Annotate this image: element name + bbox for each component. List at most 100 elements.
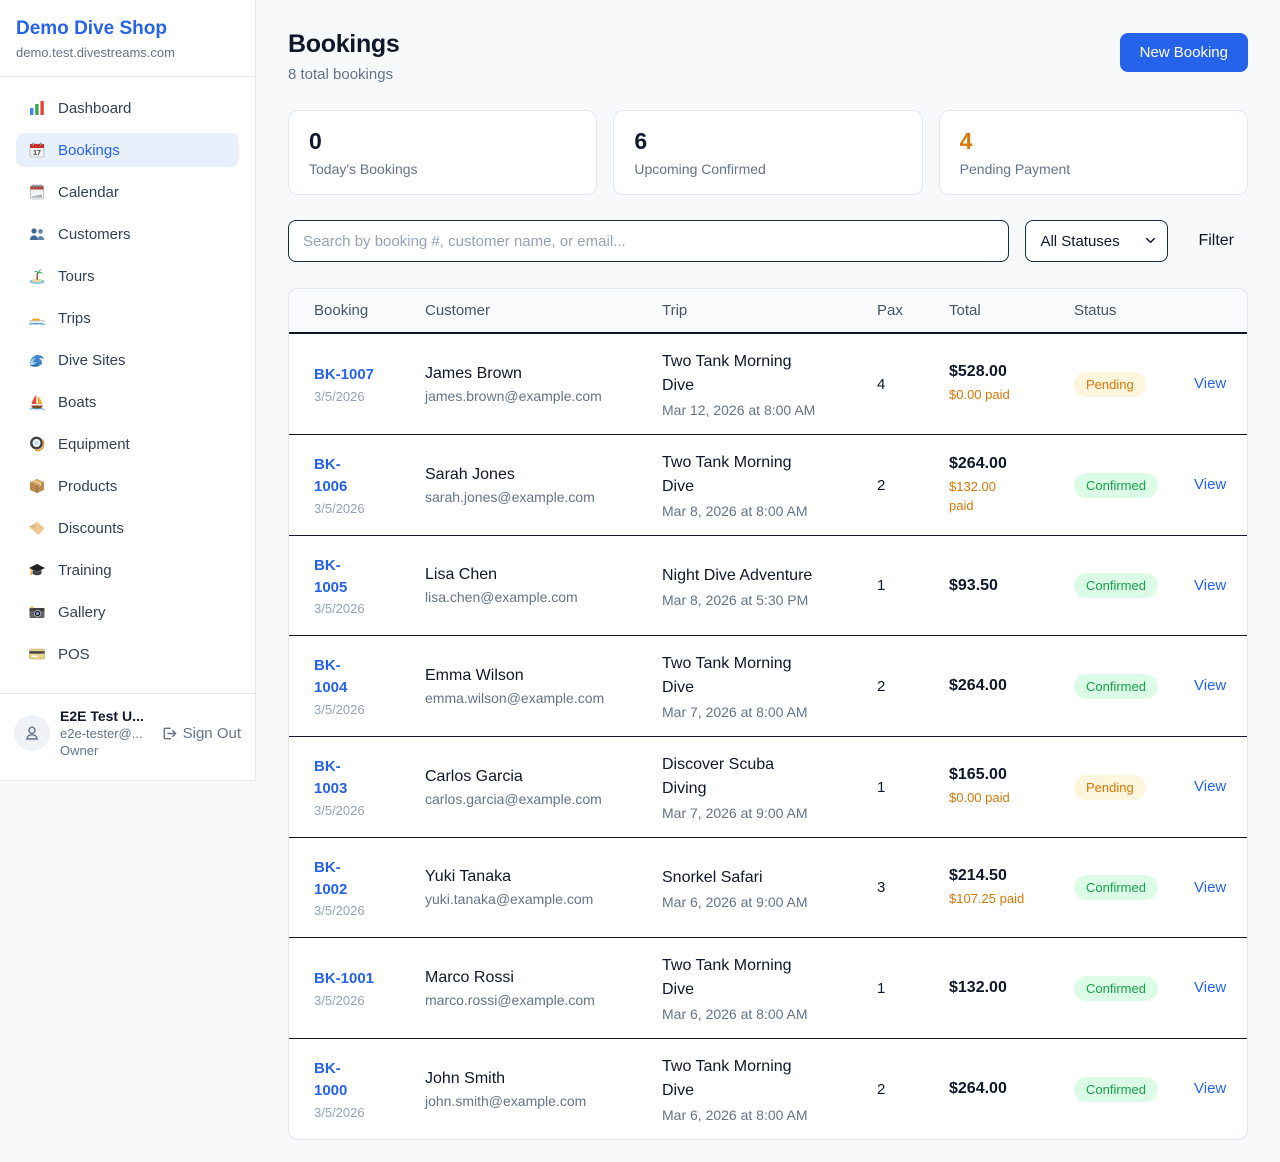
stat-value: 6 [634,128,648,154]
sidebar-item-calendar[interactable]: Calendar [16,175,239,209]
column-header-customer: Customer [425,302,491,319]
people-icon [28,225,46,243]
customer-email: lisa.chen@example.com [425,589,578,605]
sidebar-item-gallery[interactable]: Gallery [16,595,239,629]
table-row: BK-1001 3/5/2026 Marco Rossi marco.rossi@e… [289,938,1247,1039]
paid-amount: $132.00 paid [949,478,996,513]
view-link[interactable]: View [1194,677,1227,694]
status-badge: Confirmed [1074,573,1158,598]
sidebar-item-training[interactable]: Training [16,553,239,587]
new-booking-button[interactable]: New Booking [1119,33,1248,72]
paid-amount: $0.00 paid [949,387,1010,403]
sidebar-item-pos[interactable]: POS [16,637,239,671]
trip-datetime: Mar 6, 2026 at 8:00 AM [662,1107,808,1123]
booking-id-link[interactable]: BK- 1004 [314,657,348,696]
booking-id-link[interactable]: BK- 1006 [314,456,348,495]
customer-name: Lisa Chen [425,566,498,583]
customer-name: Emma Wilson [425,666,524,684]
sign-out-button[interactable]: Sign Out [160,725,241,742]
status-badge: Pending [1074,774,1146,800]
booking-id-link[interactable]: BK-1001 [314,970,375,988]
status-select[interactable]: All Statuses [1025,220,1169,262]
view-link[interactable]: View [1194,476,1227,493]
view-link[interactable]: View [1194,979,1227,996]
pax-count: 4 [877,375,886,393]
camera-icon [28,603,46,621]
sidebar-item-trips[interactable]: Trips [16,301,239,335]
booking-id-link[interactable]: BK-1007 [314,366,375,384]
sidebar-item-bookings[interactable]: 17 Bookings [16,133,239,167]
status-badge: Pending [1074,371,1146,397]
stat-card-upcoming-confirmed: 6 Upcoming Confirmed [613,110,923,195]
stat-value: 4 [959,128,973,154]
brand-box: Demo Dive Shop demo.test.divestreams.com [0,0,255,77]
customer-name: Yuki Tanaka [425,868,511,885]
total-amount: $264.00 [949,677,1007,694]
stat-card-pending-payment: 4 Pending Payment [938,110,1248,195]
trip-datetime: Mar 12, 2026 at 8:00 AM [662,402,816,418]
filter-button[interactable]: Filter [1184,232,1248,250]
total-bookings-count: 8 total bookings [288,66,394,83]
total-amount: $93.50 [949,576,998,594]
view-link[interactable]: View [1194,778,1227,795]
person-icon [25,726,39,740]
view-link[interactable]: View [1194,1080,1227,1097]
view-link[interactable]: View [1194,375,1227,392]
sidebar-item-customers[interactable]: Customers [16,217,239,251]
view-link[interactable]: View [1194,576,1227,594]
booking-date: 3/5/2026 [314,1104,365,1120]
booking-id-link[interactable]: BK- 1005 [314,556,348,596]
sidebar-item-equipment[interactable]: Equipment [16,427,239,461]
pax-count: 2 [877,1080,886,1098]
booking-id-link[interactable]: BK- 1002 [314,858,348,898]
trip-name: Two Tank Morning Dive [662,454,792,495]
sidebar-item-tours[interactable]: Tours [16,259,239,293]
sidebar-item-label: Training [58,561,112,579]
sidebar-item-label: Customers [58,225,131,243]
brand-domain: demo.test.divestreams.com [16,45,175,60]
pax-count: 2 [877,476,886,494]
sidebar-item-dive-sites[interactable]: Dive Sites [16,343,239,377]
trip-datetime: Mar 8, 2026 at 5:30 PM [662,591,809,608]
pax-count: 3 [877,879,886,896]
search-input[interactable] [288,220,1010,262]
table-row: BK- 1004 3/5/2026 Emma Wilson emma.wilson@… [289,636,1247,737]
total-amount: $214.50 [949,866,1007,884]
view-link[interactable]: View [1194,878,1227,896]
sidebar-item-boats[interactable]: Boats [16,385,239,419]
sidebar-item-products[interactable]: Products [16,469,239,503]
table-row: BK- 1003 3/5/2026 Carlos Garcia carlos.gar… [289,737,1247,838]
user-meta: E2E Test U... e2e-tester@... Owner [60,708,150,758]
booking-id-link[interactable]: BK- 1003 [314,758,348,797]
sidebar-item-discounts[interactable]: Discounts [16,511,239,545]
sidebar-item-label: Boats [58,393,97,411]
sidebar: Demo Dive Shop demo.test.divestreams.com… [0,0,256,781]
wave-icon [28,351,46,369]
booking-date: 3/5/2026 [314,701,365,717]
user-name: E2E Test U... [60,708,144,724]
booking-id-link[interactable]: BK- 1000 [314,1060,348,1099]
sidebar-item-label: Trips [58,309,91,327]
sidebar-item-label: Products [58,477,118,495]
booking-date: 3/5/2026 [314,903,365,919]
sidebar-item-label: Gallery [58,603,106,621]
sidebar-item-label: Bookings [58,141,120,159]
trip-datetime: Mar 6, 2026 at 9:00 AM [662,893,808,910]
sidebar-item-dashboard[interactable]: Dashboard [16,91,239,125]
total-amount: $264.00 [949,1080,1007,1097]
stat-card-todays-bookings: 0 Today's Bookings [288,110,598,195]
stat-value: 0 [309,128,322,154]
stat-label: Pending Payment [959,161,1071,177]
paid-amount: $107.25 paid [949,890,1025,906]
column-header-booking: Booking [314,302,369,319]
trip-datetime: Mar 8, 2026 at 8:00 AM [662,503,808,519]
page-header: Bookings 8 total bookings New Booking [288,30,1248,83]
stat-label: Upcoming Confirmed [634,161,766,177]
total-amount: $264.00 [949,454,1007,472]
customer-name: Carlos Garcia [425,767,523,785]
svg-text:17: 17 [33,150,41,157]
package-icon [28,477,46,495]
avatar [14,715,50,751]
customer-email: sarah.jones@example.com [425,488,595,505]
total-amount: $165.00 [949,766,1007,784]
